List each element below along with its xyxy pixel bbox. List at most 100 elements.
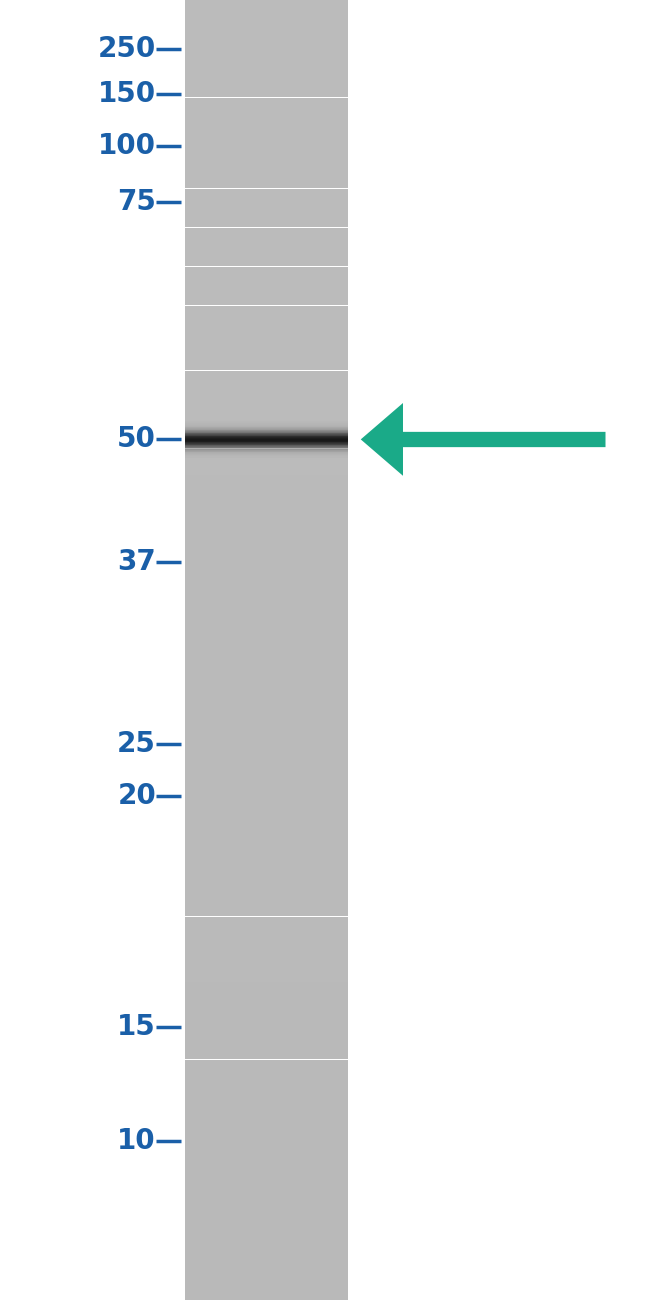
Bar bbox=[185, 78, 348, 84]
Bar bbox=[185, 1079, 348, 1086]
Bar bbox=[185, 1040, 348, 1046]
Bar bbox=[185, 670, 348, 676]
Text: 100: 100 bbox=[98, 131, 156, 160]
Bar bbox=[185, 1046, 348, 1053]
Bar bbox=[185, 916, 348, 923]
Bar bbox=[185, 585, 348, 592]
Text: 37: 37 bbox=[117, 547, 156, 576]
Bar bbox=[185, 416, 348, 422]
Bar bbox=[185, 852, 348, 858]
Bar bbox=[185, 819, 348, 826]
Bar bbox=[185, 708, 348, 715]
Bar bbox=[185, 221, 348, 228]
Bar bbox=[185, 1157, 348, 1164]
Bar bbox=[185, 1144, 348, 1150]
Bar bbox=[185, 364, 348, 370]
Bar bbox=[185, 702, 348, 708]
Bar bbox=[185, 370, 348, 377]
Bar bbox=[185, 1280, 348, 1287]
Bar bbox=[185, 962, 348, 968]
Bar bbox=[185, 1164, 348, 1170]
Bar bbox=[185, 903, 348, 910]
Bar bbox=[185, 344, 348, 351]
Bar bbox=[185, 858, 348, 864]
Bar bbox=[185, 800, 348, 806]
Bar bbox=[185, 58, 348, 65]
Bar bbox=[185, 1248, 348, 1254]
Bar bbox=[185, 611, 348, 618]
Bar bbox=[185, 150, 348, 156]
Bar bbox=[185, 481, 348, 488]
Bar bbox=[185, 318, 348, 325]
Bar bbox=[185, 767, 348, 774]
Bar bbox=[185, 630, 348, 637]
Bar bbox=[185, 429, 348, 436]
Bar bbox=[185, 930, 348, 936]
Bar bbox=[185, 182, 348, 188]
Bar bbox=[185, 306, 348, 312]
Bar bbox=[185, 98, 348, 104]
Bar bbox=[185, 26, 348, 32]
Bar bbox=[185, 696, 348, 702]
Bar bbox=[185, 91, 348, 98]
Bar bbox=[185, 1196, 348, 1202]
Text: 20: 20 bbox=[117, 781, 156, 810]
Bar bbox=[185, 1274, 348, 1280]
Bar bbox=[185, 618, 348, 624]
Bar bbox=[185, 65, 348, 72]
Bar bbox=[185, 500, 348, 507]
Bar bbox=[185, 1268, 348, 1274]
Bar bbox=[185, 130, 348, 136]
Bar bbox=[185, 6, 348, 13]
Bar bbox=[185, 124, 348, 130]
Bar bbox=[185, 208, 348, 214]
Bar bbox=[185, 968, 348, 975]
Bar bbox=[185, 202, 348, 208]
Bar bbox=[185, 897, 348, 903]
Bar bbox=[185, 260, 348, 266]
Bar bbox=[185, 266, 348, 273]
Bar bbox=[185, 292, 348, 299]
Bar bbox=[185, 780, 348, 786]
Bar bbox=[185, 1092, 348, 1098]
Text: 10: 10 bbox=[118, 1127, 156, 1156]
Bar bbox=[185, 663, 348, 670]
Bar bbox=[185, 734, 348, 741]
Bar bbox=[185, 884, 348, 891]
Bar bbox=[185, 514, 348, 520]
Bar bbox=[185, 1001, 348, 1008]
Bar bbox=[185, 156, 348, 162]
Bar bbox=[185, 1294, 348, 1300]
Bar bbox=[185, 878, 348, 884]
Bar bbox=[185, 1014, 348, 1020]
Bar bbox=[185, 1216, 348, 1222]
Bar bbox=[185, 0, 348, 6]
Bar bbox=[185, 650, 348, 656]
Text: 75: 75 bbox=[117, 187, 156, 216]
Bar bbox=[185, 910, 348, 916]
Bar bbox=[185, 1176, 348, 1183]
Bar bbox=[185, 936, 348, 942]
Text: 150: 150 bbox=[98, 79, 156, 108]
Bar bbox=[185, 338, 348, 344]
Bar bbox=[185, 1228, 348, 1235]
Bar bbox=[185, 715, 348, 722]
Bar bbox=[185, 956, 348, 962]
Bar bbox=[185, 1287, 348, 1294]
Bar bbox=[185, 84, 348, 91]
Bar bbox=[185, 728, 348, 734]
Bar bbox=[185, 722, 348, 728]
Bar bbox=[185, 358, 348, 364]
Bar bbox=[185, 760, 348, 767]
Bar bbox=[185, 806, 348, 812]
Bar bbox=[185, 462, 348, 468]
Bar bbox=[185, 923, 348, 930]
Bar bbox=[185, 793, 348, 800]
Bar bbox=[185, 234, 348, 240]
Bar bbox=[185, 1020, 348, 1027]
Bar bbox=[185, 604, 348, 611]
Bar bbox=[185, 676, 348, 682]
Bar bbox=[185, 1261, 348, 1268]
Bar bbox=[185, 494, 348, 500]
Bar bbox=[185, 864, 348, 871]
